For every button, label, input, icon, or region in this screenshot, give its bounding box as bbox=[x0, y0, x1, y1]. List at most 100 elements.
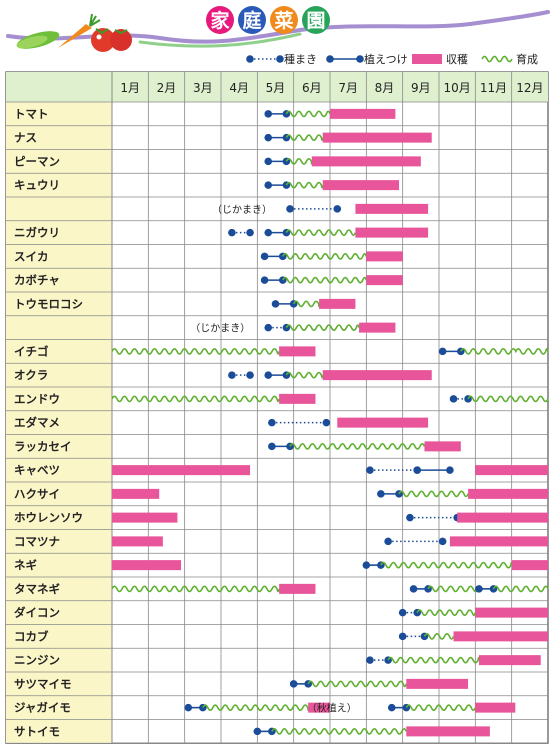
legend-label: 育成 bbox=[516, 52, 538, 66]
crop-label: ラッカセイ bbox=[14, 439, 72, 453]
crop-label: トマト bbox=[14, 107, 49, 121]
grow-wave bbox=[289, 443, 426, 450]
plant-start-dot bbox=[184, 703, 193, 712]
segment-grow bbox=[285, 229, 357, 236]
segment-harvest bbox=[279, 583, 316, 594]
header-banner: 家庭菜園 bbox=[6, 6, 550, 52]
grow-wave bbox=[285, 110, 331, 118]
calendar-table: 1月 2月 3月 4月 5月 6月 7月 8月 9月 10月 11月 12月トマトナスピーマンキュウリ… bbox=[5, 71, 549, 744]
table-row: ジャガイモ （秋植え） bbox=[14, 701, 516, 715]
segment-harvest bbox=[308, 702, 330, 713]
grow-wave bbox=[405, 704, 477, 711]
plant-start-dot bbox=[264, 133, 273, 142]
segment-harvest bbox=[475, 465, 548, 476]
sow-start-dot bbox=[366, 656, 374, 664]
legend-item-plant: 植えつけ bbox=[326, 52, 408, 66]
plant-start-dot bbox=[260, 252, 269, 261]
grow-wave bbox=[416, 609, 477, 617]
segment-grow bbox=[398, 490, 469, 498]
crop-label: ネギ bbox=[14, 558, 37, 572]
grow-wave bbox=[282, 252, 368, 260]
segment-harvest bbox=[453, 631, 548, 642]
harvest-bar bbox=[449, 536, 548, 547]
row-note: （秋植え） bbox=[307, 702, 357, 715]
segment-harvest bbox=[319, 298, 356, 309]
segment-grow bbox=[416, 609, 477, 617]
crop-label: ホウレンソウ bbox=[14, 511, 83, 525]
grow-wave bbox=[285, 181, 324, 189]
harvest-bar bbox=[322, 180, 400, 191]
segment-plant bbox=[184, 703, 207, 712]
crop-label: ニンジン bbox=[14, 653, 60, 667]
sow-start-dot bbox=[366, 466, 374, 474]
table-row: コカブ bbox=[14, 629, 548, 643]
month-header: 5月 bbox=[266, 81, 286, 95]
plant-start-dot bbox=[264, 371, 273, 379]
plant-start-dot bbox=[377, 490, 385, 498]
harvest-bar bbox=[406, 726, 490, 737]
sow-end-dot bbox=[333, 205, 342, 213]
plant-start-dot bbox=[268, 442, 276, 451]
segment-harvest bbox=[475, 702, 516, 713]
grow-wave bbox=[467, 395, 549, 403]
plant-start-dot bbox=[264, 157, 273, 166]
segment-sow bbox=[398, 632, 429, 641]
table-row: ハクサイ bbox=[14, 487, 548, 501]
crop-label: ニガウリ bbox=[14, 226, 60, 240]
segment-harvest bbox=[337, 417, 429, 428]
plant-start-dot bbox=[409, 585, 418, 593]
harvest-bar bbox=[475, 465, 548, 476]
segment-grow bbox=[282, 252, 368, 260]
segment-harvest bbox=[330, 108, 396, 119]
table-row: スイカ bbox=[14, 249, 403, 263]
title-char: 家 bbox=[210, 9, 230, 32]
crop-label: コカブ bbox=[14, 629, 49, 643]
plant-start-dot bbox=[413, 466, 422, 474]
segment-harvest bbox=[279, 346, 316, 357]
vine-decoration-light bbox=[138, 32, 302, 48]
crop-label: タマネギ bbox=[14, 582, 60, 596]
segment-grow bbox=[380, 561, 513, 569]
month-header: 11月 bbox=[480, 81, 507, 95]
vegetables-illustration bbox=[16, 13, 132, 52]
sow-start-dot bbox=[406, 513, 414, 522]
segment-sow bbox=[286, 205, 342, 213]
grow-wave bbox=[111, 585, 280, 593]
grow-wave bbox=[285, 158, 313, 165]
table-row: サツマイモ bbox=[14, 677, 469, 691]
crop-label: ナス bbox=[14, 131, 37, 145]
segment-harvest bbox=[449, 536, 548, 547]
segment-grow bbox=[285, 110, 331, 118]
plant-start-dot bbox=[264, 228, 273, 237]
grow-wave bbox=[111, 348, 280, 355]
plant-start-dot bbox=[326, 55, 334, 63]
segment-grow bbox=[285, 181, 324, 189]
sow-start-dot bbox=[384, 537, 392, 546]
table-row: （じかまき） bbox=[212, 203, 429, 216]
sow-start-dot bbox=[449, 395, 458, 403]
grow-wave bbox=[387, 656, 480, 664]
table-row: サトイモ bbox=[14, 724, 490, 738]
table-row: トウモロコシ bbox=[14, 297, 356, 311]
plant-start-dot bbox=[264, 181, 273, 189]
plant-start-dot bbox=[475, 585, 483, 593]
grow-wave bbox=[398, 490, 469, 498]
row-note: （じかまき） bbox=[212, 204, 272, 216]
sow-start-dot bbox=[268, 418, 276, 427]
row-note: （じかまき） bbox=[190, 323, 250, 335]
sow-end-dot bbox=[276, 55, 284, 63]
segment-harvest bbox=[468, 488, 548, 499]
plant-start-dot bbox=[387, 703, 396, 712]
harvest-bar bbox=[319, 298, 356, 309]
segment-harvest bbox=[112, 488, 160, 499]
segment-sow bbox=[384, 537, 447, 546]
segment-grow bbox=[285, 324, 360, 331]
table-row: ニガウリ bbox=[14, 226, 429, 240]
segment-harvest bbox=[112, 560, 182, 571]
segment-harvest bbox=[475, 607, 548, 618]
month-header: 7月 bbox=[338, 81, 358, 95]
segment-grow bbox=[111, 585, 280, 593]
harvest-bar bbox=[112, 512, 178, 523]
legend-item-sow: 種まき bbox=[246, 52, 317, 66]
